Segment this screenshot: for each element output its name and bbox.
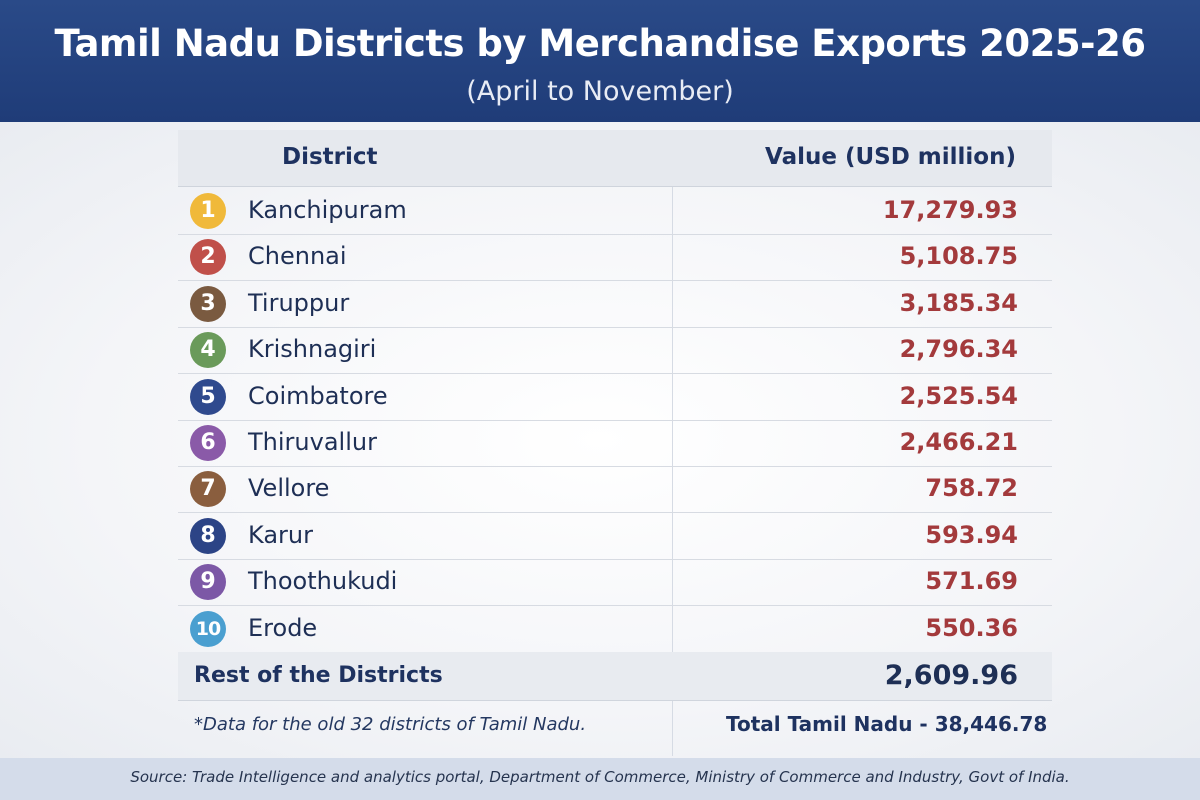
rest-of-districts-row: Rest of the Districts 2,609.96 (178, 652, 1052, 701)
table-row: 3 Tiruppur 3,185.34 (178, 281, 1052, 328)
rank-badge: 9 (190, 564, 226, 601)
export-value: 758.72 (925, 474, 1018, 503)
table-row: 5 Coimbatore 2,525.54 (178, 374, 1052, 421)
district-name: Kanchipuram (248, 196, 407, 224)
rank-badge: 6 (190, 425, 226, 461)
page-title: Tamil Nadu Districts by Merchandise Expo… (54, 22, 1146, 65)
district-name: Krishnagiri (248, 335, 377, 364)
rest-value: 2,609.96 (884, 660, 1018, 691)
column-header-district: District (282, 144, 378, 170)
table-row: 9 Thoothukudi 571.69 (178, 559, 1052, 607)
rank-badge: 3 (190, 285, 226, 322)
column-header-value: Value (USD million) (765, 144, 1016, 170)
table-row: 10 Erode 550.36 (178, 606, 1052, 653)
export-value: 2,796.34 (899, 335, 1018, 364)
rank-badge: 4 (190, 332, 226, 369)
export-value: 2,466.21 (899, 428, 1018, 456)
export-value: 17,279.93 (882, 196, 1018, 224)
district-name: Thoothukudi (248, 567, 398, 596)
header-banner: Tamil Nadu Districts by Merchandise Expo… (0, 0, 1200, 122)
source-bar: Source: Trade Intelligence and analytics… (0, 758, 1200, 800)
district-name: Coimbatore (248, 381, 388, 410)
table-row: 2 Chennai 5,108.75 (178, 234, 1052, 282)
column-divider (672, 130, 673, 756)
table-row: 6 Thiruvallur 2,466.21 (178, 420, 1052, 467)
export-value: 3,185.34 (899, 288, 1018, 317)
footnote: *Data for the old 32 districts of Tamil … (194, 714, 587, 735)
export-value: 5,108.75 (899, 242, 1018, 271)
table-row: 4 Krishnagiri 2,796.34 (178, 327, 1052, 375)
source-note: Source: Trade Intelligence and analytics… (130, 768, 1070, 786)
district-name: Chennai (248, 242, 347, 271)
page-subtitle: (April to November) (466, 76, 734, 107)
export-value: 2,525.54 (899, 381, 1018, 410)
rest-label: Rest of the Districts (194, 663, 443, 688)
table-row: 8 Karur 593.94 (178, 513, 1052, 560)
district-name: Karur (248, 520, 313, 549)
export-value: 571.69 (925, 567, 1018, 596)
export-value: 593.94 (925, 520, 1018, 549)
rank-badge: 5 (190, 378, 226, 415)
total-tamil-nadu: Total Tamil Nadu - 38,446.78 (726, 712, 1048, 736)
rank-badge: 8 (190, 517, 226, 554)
rank-badge: 1 (190, 193, 226, 229)
rank-badge: 2 (190, 239, 226, 276)
table-header: District Value (USD million) (178, 130, 1052, 187)
district-name: Tiruppur (248, 288, 350, 317)
district-name: Vellore (248, 474, 330, 503)
table-row: 7 Vellore 758.72 (178, 466, 1052, 514)
export-value: 550.36 (925, 613, 1018, 642)
rank-badge: 10 (190, 610, 226, 647)
district-name: Thiruvallur (248, 428, 377, 456)
rank-badge: 7 (190, 471, 226, 508)
table-row: 1 Kanchipuram 17,279.93 (178, 188, 1052, 235)
district-name: Erode (248, 613, 318, 642)
